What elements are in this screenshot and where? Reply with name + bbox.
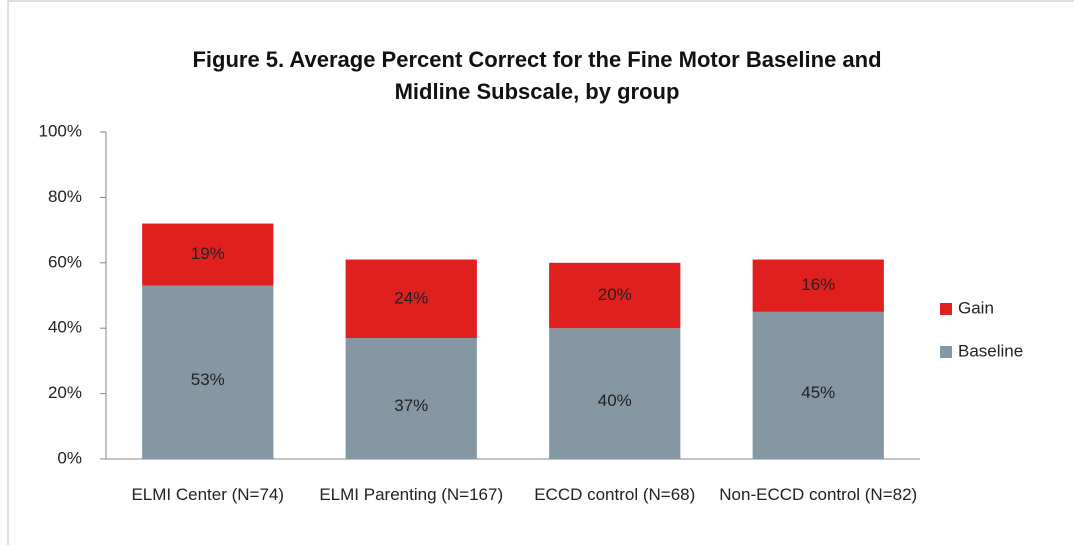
bar-segment	[549, 262, 681, 329]
legend-swatch	[940, 346, 952, 358]
y-tick-label: 80%	[48, 187, 82, 206]
y-tick-label: 20%	[48, 383, 82, 402]
x-tick-label: ECCD control (N=68)	[534, 485, 696, 504]
bar-segment	[549, 328, 681, 459]
data-label: 37%	[394, 396, 428, 415]
bar-segment	[345, 338, 477, 459]
legend-label: Gain	[958, 298, 994, 317]
bar-segment	[142, 285, 274, 459]
legend-label: Baseline	[958, 341, 1023, 360]
bar-segment	[752, 259, 884, 312]
data-label: 53%	[191, 370, 225, 389]
x-tick-label: ELMI Center (N=74)	[131, 485, 285, 504]
legend-swatch	[940, 303, 952, 315]
y-tick-label: 60%	[48, 252, 82, 271]
data-label: 40%	[598, 391, 632, 410]
data-label: 19%	[191, 244, 225, 263]
data-label: 45%	[801, 383, 835, 402]
chart-title: Figure 5. Average Percent Correct for th…	[192, 47, 882, 104]
y-tick-label: 40%	[48, 318, 82, 337]
bar-segment	[345, 259, 477, 339]
bar-segment	[142, 223, 274, 286]
x-tick-label: ELMI Parenting (N=167)	[319, 485, 504, 504]
y-tick-label: 0%	[57, 448, 82, 467]
x-tick-label: Non-ECCD control (N=82)	[719, 485, 918, 504]
bar-segment	[752, 311, 884, 459]
data-label: 16%	[801, 275, 835, 294]
data-label: 24%	[394, 288, 428, 307]
y-tick-label: 100%	[39, 121, 82, 140]
data-label: 20%	[598, 285, 632, 304]
chart-border	[7, 0, 1074, 545]
